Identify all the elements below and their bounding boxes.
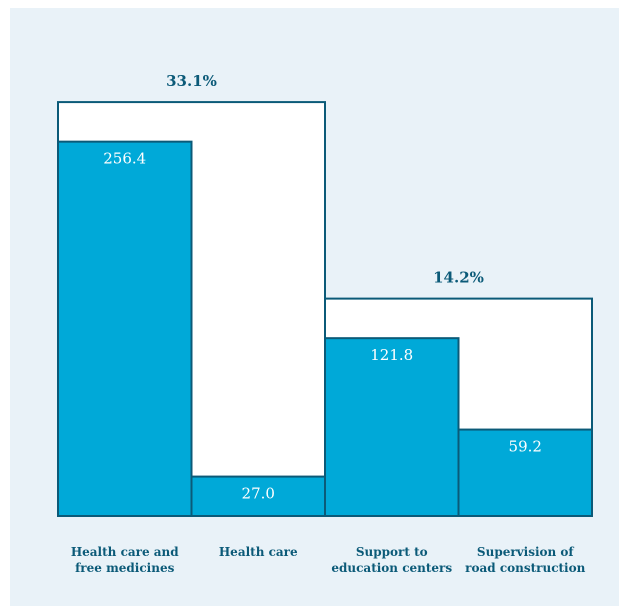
bracket-label: 14.2% (433, 269, 484, 287)
category-label: Support to education centers (331, 545, 453, 575)
bar-value-label: 121.8 (370, 346, 413, 364)
bar-value-label: 27.0 (242, 485, 275, 503)
category-label: Health care and free medicines (70, 545, 179, 575)
bar (57, 140, 193, 517)
bar-value-label: 59.2 (509, 438, 542, 456)
category-label: Supervision of road construction (465, 545, 586, 575)
bar-value-label: 256.4 (103, 150, 146, 168)
bar (190, 475, 326, 517)
bar (324, 337, 460, 517)
bracket-label: 33.1% (166, 72, 217, 90)
bar (457, 428, 593, 517)
category-label: Health care (218, 545, 298, 559)
